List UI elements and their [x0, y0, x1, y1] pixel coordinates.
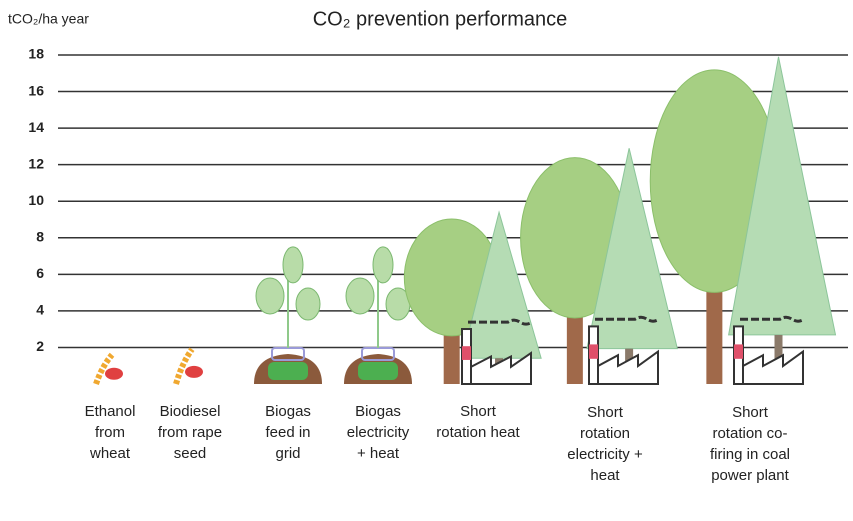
x-tick-label: Biogas electricity + heat [344, 401, 412, 464]
leaf [283, 247, 303, 283]
factory [743, 352, 803, 384]
x-tick-label: Short rotation co-firing in coal power p… [706, 402, 794, 486]
x-tick-label: Short rotation electricity + heat [561, 402, 649, 486]
y-tick-label: 2 [36, 338, 44, 354]
chart-title: CO₂ prevention performance [313, 8, 568, 30]
chart: CO₂ prevention performance tCO₂/ha year … [0, 0, 853, 521]
chimney-band [589, 344, 598, 358]
y-tick-label: 6 [36, 265, 44, 281]
x-tick-label: Biodiesel from rape seed [156, 401, 224, 464]
chimney-band [734, 344, 743, 358]
leaf [346, 278, 374, 314]
drop [105, 368, 123, 380]
drop [185, 366, 203, 378]
y-tick-label: 10 [28, 192, 44, 208]
chimney-band [462, 346, 471, 360]
pictogram [344, 247, 412, 384]
leaf [373, 247, 393, 283]
tank [358, 362, 398, 380]
y-tick-label: 16 [28, 82, 44, 98]
leaf [256, 278, 284, 314]
y-axis-label: tCO₂/ha year [8, 11, 89, 27]
x-tick-label: Biogas feed in grid [254, 401, 322, 464]
leaf [296, 288, 320, 320]
y-tick-label: 4 [36, 302, 44, 318]
y-tick-label: 8 [36, 228, 44, 244]
y-tick-label: 18 [28, 46, 44, 62]
tank [268, 362, 308, 380]
y-tick-label: 12 [28, 155, 44, 171]
pictogram [650, 57, 835, 384]
pictogram [176, 349, 203, 384]
x-tick-label: Ethanol from wheat [76, 401, 144, 464]
pictogram [254, 247, 322, 384]
pictogram [96, 355, 123, 384]
y-tick-label: 14 [28, 119, 44, 135]
x-tick-label: Short rotation heat [434, 401, 522, 443]
